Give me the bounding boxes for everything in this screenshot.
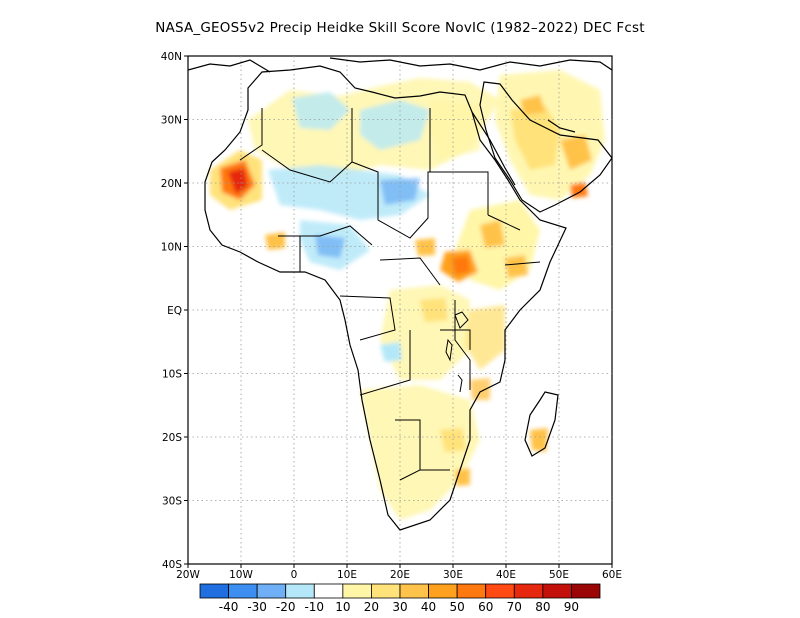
lon-tick-label: 60E <box>602 569 622 581</box>
colorbar-swatch <box>228 583 258 599</box>
colorbar-swatch <box>199 583 229 599</box>
colorbar-swatch <box>342 583 372 599</box>
lat-tick-label: 40N <box>161 51 182 63</box>
colorbar-swatch <box>513 583 544 599</box>
lat-tick-label: 30N <box>161 115 182 127</box>
lat-tick-label: 20S <box>162 432 182 444</box>
colorbar-label: 20 <box>364 600 379 614</box>
colorbar-swatch <box>571 583 601 599</box>
colorbar-label: 70 <box>507 600 522 614</box>
colorbar-label: 60 <box>478 600 493 614</box>
colorbar-label: 90 <box>564 600 579 614</box>
lat-tick-label: 10N <box>161 242 182 254</box>
gridlines <box>188 56 612 564</box>
colorbar-label: 30 <box>392 600 407 614</box>
colorbar-label: 10 <box>335 600 350 614</box>
colorbar-label: -10 <box>304 600 324 614</box>
lat-tick-label: 10S <box>162 369 182 381</box>
longitude-axis: 20W 10W 0 10E 20E 30E 40E 50E 60E <box>176 564 622 581</box>
colorbar-swatch <box>428 583 458 599</box>
colorbar-label: -30 <box>247 600 267 614</box>
latitude-axis: 40N 30N 20N 10N EQ 10S 20S 30S 40S <box>161 51 188 571</box>
lon-tick-label: 50E <box>549 569 569 581</box>
lon-tick-label: 20E <box>390 569 410 581</box>
lon-tick-label: 10W <box>229 569 253 581</box>
colorbar-swatch <box>485 583 515 599</box>
lat-tick-label: EQ <box>167 305 182 317</box>
colorbar-swatch <box>371 583 401 599</box>
colorbar-label: 80 <box>535 600 550 614</box>
colorbar-swatch <box>256 583 287 599</box>
colorbar-swatch <box>542 583 572 599</box>
lat-tick-label: 20N <box>161 178 182 190</box>
colorbar-swatch <box>399 583 429 599</box>
lon-tick-label: 10E <box>337 569 357 581</box>
lon-tick-label: 0 <box>291 569 298 581</box>
colorbar-label: -40 <box>219 600 239 614</box>
skill-shading <box>210 70 605 520</box>
lon-tick-label: 30E <box>443 569 463 581</box>
colorbar-label: 50 <box>450 600 465 614</box>
coastline <box>188 57 612 531</box>
map-title: NASA_GEOS5v2 Precip Heidke Skill Score N… <box>155 20 645 36</box>
colorbar-swatch <box>456 583 487 599</box>
colorbar-swatch <box>313 583 344 599</box>
lon-tick-label: 40E <box>496 569 516 581</box>
colorbar: -40 -30 -20 -10 10 20 30 40 50 60 70 80 90 <box>199 583 601 614</box>
colorbar-label: -20 <box>276 600 296 614</box>
lon-tick-label: 20W <box>176 569 200 581</box>
lat-tick-label: 40S <box>162 559 182 571</box>
lat-tick-label: 30S <box>162 496 182 508</box>
colorbar-label: 40 <box>421 600 436 614</box>
colorbar-swatch <box>285 583 315 599</box>
